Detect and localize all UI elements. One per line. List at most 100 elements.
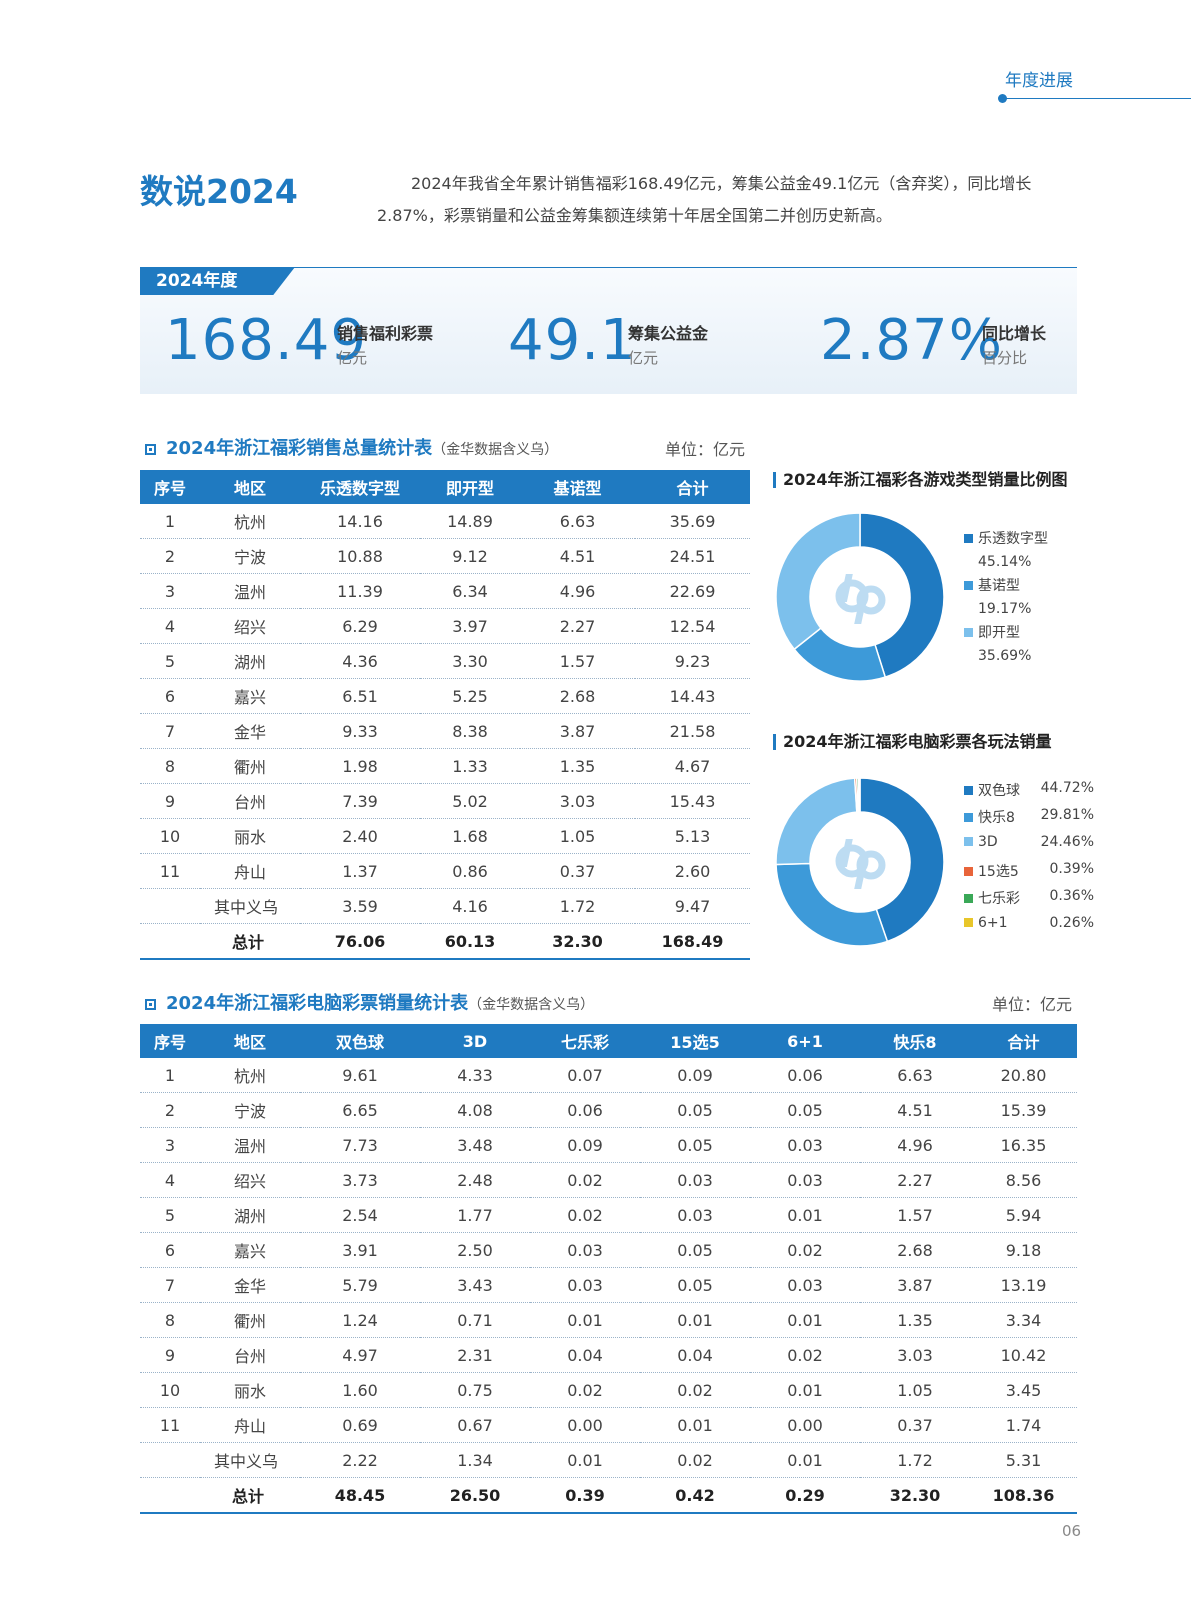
- table-row: 2 宁波 6.65 4.08 0.06 0.05 0.05 4.51 15.39: [140, 1092, 1077, 1128]
- table-header-row: 序号 地区 乐透数字型 即开型 基诺型 合计: [140, 470, 750, 504]
- table-header-cell: 快乐8: [860, 1024, 970, 1058]
- table-cell: 杭州: [200, 1058, 300, 1093]
- table-cell: 6.63: [520, 504, 635, 539]
- section-tag-dot: [998, 94, 1007, 103]
- table-cell: 6: [140, 1232, 200, 1268]
- table-cell: 1.05: [520, 818, 635, 854]
- table-cell: 7: [140, 1267, 200, 1303]
- table-cell: 0.39: [530, 1477, 640, 1514]
- legend-label: 乐透数字型: [978, 531, 1048, 547]
- table-total-row: 总计 48.45 26.50 0.39 0.42 0.29 32.30 108.36: [140, 1477, 1077, 1514]
- table-cell: 0.01: [750, 1372, 860, 1408]
- legend-label: 双色球: [978, 783, 1020, 799]
- table-cell: 10.88: [300, 538, 420, 574]
- table-cell: 0.01: [750, 1197, 860, 1233]
- table-cell: 3.34: [970, 1302, 1077, 1338]
- chart2-title: 2024年浙江福彩电脑彩票各玩法销量: [773, 734, 1052, 750]
- table-cell: 4.08: [420, 1092, 530, 1128]
- table-cell: 0.03: [640, 1197, 750, 1233]
- table-cell: 15.43: [635, 783, 750, 819]
- legend-percent: 45.14%: [978, 554, 1032, 570]
- table-cell: 10: [140, 1372, 200, 1408]
- table-cell: 32.30: [520, 923, 635, 960]
- chart2-donut: [775, 777, 945, 947]
- table-header-cell: 地区: [200, 1024, 300, 1058]
- stats-band-label: 2024年度: [140, 267, 295, 295]
- legend-label: 快乐8: [978, 810, 1015, 826]
- table-cell: 3.87: [520, 713, 635, 749]
- stat-sales: 168.49: [165, 313, 367, 369]
- table-cell: 0.01: [640, 1407, 750, 1443]
- table-cell: 0.37: [860, 1407, 970, 1443]
- table-cell: 杭州: [200, 504, 300, 539]
- table-cell: 0.06: [750, 1058, 860, 1093]
- table-row: 11 舟山 1.37 0.86 0.37 2.60: [140, 853, 750, 889]
- table-cell: 48.45: [300, 1477, 420, 1514]
- table-cell: 1: [140, 1058, 200, 1093]
- stat-fund: 49.1: [508, 313, 637, 369]
- table-cell: 3: [140, 1127, 200, 1163]
- table-cell: 11: [140, 853, 200, 889]
- page-number: 06: [1062, 1522, 1082, 1540]
- table-cell: 3.97: [420, 608, 520, 644]
- table-cell: 3: [140, 573, 200, 609]
- table2-title: 2024年浙江福彩电脑彩票销量统计表（金华数据含义乌）: [145, 989, 594, 1015]
- table-header-cell: 6+1: [750, 1024, 860, 1058]
- table-header-cell: 地区: [200, 470, 300, 504]
- table-cell: 6.65: [300, 1092, 420, 1128]
- table-cell: 1.37: [300, 853, 420, 889]
- stat-sales-label: 销售福利彩票: [337, 324, 434, 343]
- legend-swatch: [964, 628, 973, 637]
- table-cell: 温州: [200, 573, 300, 609]
- table-cell: 0.05: [640, 1267, 750, 1303]
- table-cell: 10: [140, 818, 200, 854]
- legend-item: 3D 24.46%: [964, 834, 1094, 850]
- table-cell: 4.51: [860, 1092, 970, 1128]
- donut-slice-3: [775, 512, 861, 651]
- table-cell: 4.97: [300, 1337, 420, 1373]
- table-cell: 0.05: [640, 1092, 750, 1128]
- table-row-label: 其中义乌: [140, 888, 300, 924]
- square-bullet-icon: [145, 443, 156, 455]
- table-cell: 衢州: [200, 1302, 300, 1338]
- section-tag-line: [1004, 98, 1191, 99]
- table-cell: 108.36: [970, 1477, 1077, 1514]
- table-cell: 26.50: [420, 1477, 530, 1514]
- table-cell: 6.29: [300, 608, 420, 644]
- table-cell: 3.48: [420, 1127, 530, 1163]
- legend-label: 15选5: [978, 864, 1019, 880]
- stat-growth-label: 同比增长: [982, 324, 1047, 343]
- table-cell: 3.45: [970, 1372, 1077, 1408]
- stat-fund-label: 筹集公益金: [628, 324, 709, 343]
- legend-swatch: [964, 534, 973, 543]
- table-cell: 嘉兴: [200, 1232, 300, 1268]
- table-cell: 0.04: [530, 1337, 640, 1373]
- stat-sales-unit: 亿元: [337, 349, 368, 367]
- table-header-row: 序号 地区 双色球 3D 七乐彩 15选5 6+1 快乐8 合计: [140, 1024, 1077, 1058]
- table-cell: 6.63: [860, 1058, 970, 1093]
- table-cell: 15.39: [970, 1092, 1077, 1128]
- table1-unit: 单位：亿元: [665, 440, 746, 459]
- stat-growth: 2.87%: [820, 313, 1003, 369]
- legend-item: 6+1 0.26%: [964, 915, 1094, 931]
- table-cell: 4.96: [860, 1127, 970, 1163]
- cwl-logo-icon: [835, 839, 886, 889]
- table-cell: 21.58: [635, 713, 750, 749]
- table-cell: 0.03: [640, 1162, 750, 1198]
- table-cell: 3.59: [300, 888, 420, 924]
- table-cell: 8: [140, 748, 200, 784]
- stat-fund-value: 49.1: [508, 308, 637, 373]
- table-subtotal-row: 其中义乌 3.59 4.16 1.72 9.47: [140, 888, 750, 924]
- legend-swatch: [964, 918, 973, 927]
- table-cell: 0.03: [530, 1267, 640, 1303]
- table-row: 4 绍兴 3.73 2.48 0.02 0.03 0.03 2.27 8.56: [140, 1162, 1077, 1198]
- table-cell: 1.72: [520, 888, 635, 924]
- table-row-label: 总计: [140, 1477, 300, 1514]
- table-row: 8 衢州 1.24 0.71 0.01 0.01 0.01 1.35 3.34: [140, 1302, 1077, 1338]
- table-cell: 3.87: [860, 1267, 970, 1303]
- section-tag: 年度进展: [1005, 71, 1073, 91]
- table-cell: 1.77: [420, 1197, 530, 1233]
- table-cell: 5.02: [420, 783, 520, 819]
- table-cell: 60.13: [420, 923, 520, 960]
- table-cell: 0.05: [640, 1127, 750, 1163]
